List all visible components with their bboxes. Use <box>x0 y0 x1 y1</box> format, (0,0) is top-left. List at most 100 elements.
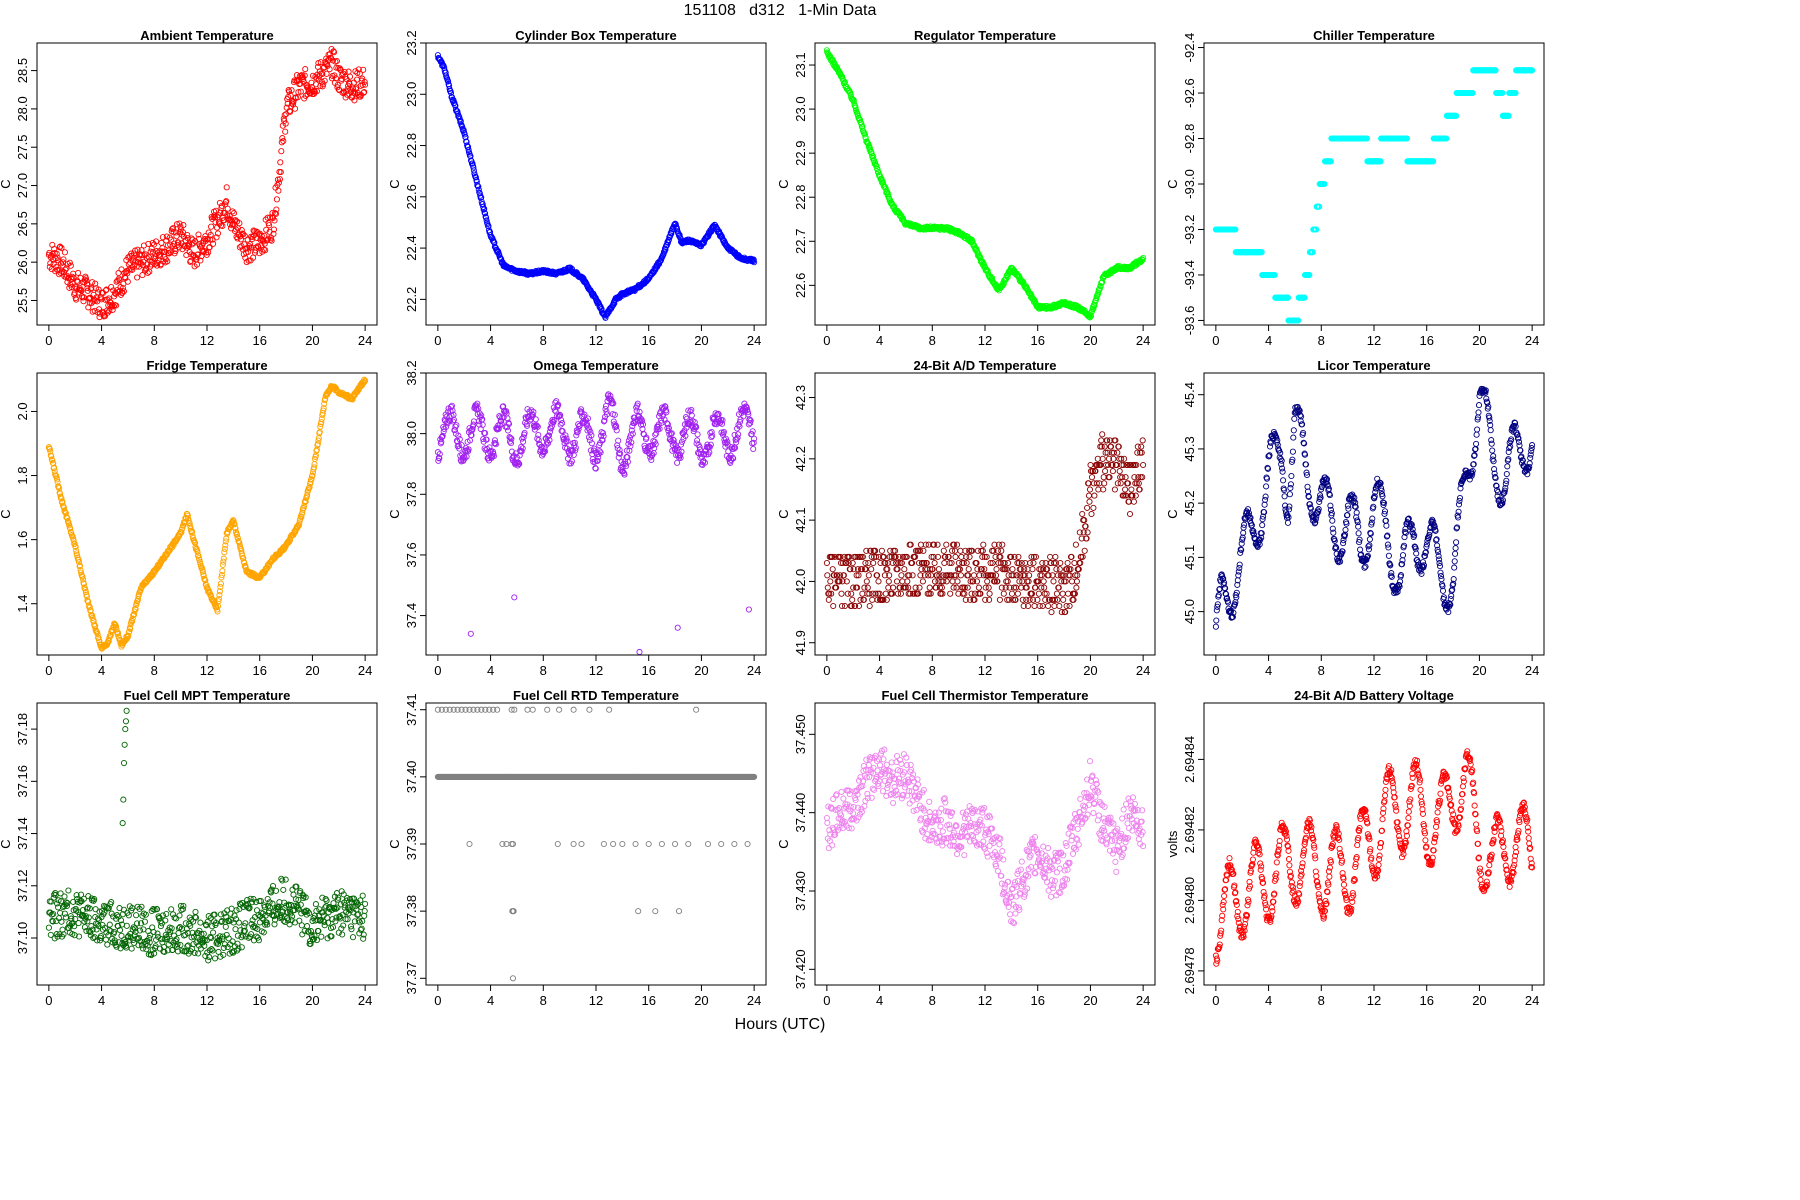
data-point <box>989 559 996 567</box>
data-point <box>98 296 105 303</box>
data-point <box>58 499 66 506</box>
y-tick-label: 26.0 <box>15 250 30 275</box>
data-point <box>724 438 731 445</box>
y-tick-label: 22.9 <box>793 141 808 166</box>
data-point <box>273 206 280 213</box>
data-point <box>82 589 89 596</box>
data-point <box>1017 566 1024 573</box>
data-point <box>993 566 1000 573</box>
data-point <box>1277 449 1284 457</box>
data-point <box>108 283 115 291</box>
y-tick-label: -92.6 <box>1182 78 1197 108</box>
data-point <box>670 437 677 444</box>
data-point <box>1301 440 1308 447</box>
data-point <box>346 73 354 80</box>
data-point <box>148 261 155 268</box>
data-point <box>1305 493 1312 500</box>
data-point <box>1012 596 1019 603</box>
data-point <box>1038 572 1045 579</box>
data-point <box>530 408 537 415</box>
data-point <box>1131 474 1138 481</box>
data-point <box>1126 510 1134 518</box>
data-point <box>874 165 881 173</box>
data-point <box>450 416 457 423</box>
data-point <box>125 632 132 639</box>
data-point <box>1314 510 1321 517</box>
data-point <box>838 590 845 597</box>
y-tick-label: 37.6 <box>404 542 419 567</box>
data-point <box>927 566 934 573</box>
data-point <box>1327 158 1334 165</box>
data-point <box>980 261 987 268</box>
data-point <box>892 547 899 554</box>
data-point <box>1312 516 1319 523</box>
data-point <box>115 269 122 277</box>
data-point <box>597 449 604 456</box>
data-point <box>1291 415 1298 422</box>
data-point <box>1025 578 1032 585</box>
data-point <box>1430 158 1437 165</box>
data-point <box>541 444 548 451</box>
y-tick-label: -93.6 <box>1182 306 1197 336</box>
data-point <box>1138 449 1145 456</box>
data-point <box>440 428 447 435</box>
data-point <box>999 541 1006 548</box>
data-point <box>588 440 595 447</box>
data-point <box>936 572 943 579</box>
data-point <box>852 553 859 560</box>
data-point <box>504 427 512 434</box>
y-tick-label: 42.0 <box>793 569 808 594</box>
data-point <box>1223 591 1230 598</box>
data-point <box>445 78 452 85</box>
data-point <box>836 572 844 579</box>
data-point <box>220 555 227 562</box>
data-point <box>963 553 970 560</box>
data-point <box>894 590 902 597</box>
data-point <box>965 566 972 573</box>
data-point <box>80 298 87 305</box>
data-point <box>615 437 622 444</box>
data-point <box>862 559 869 567</box>
data-point <box>461 455 468 462</box>
data-point <box>1056 602 1063 610</box>
data-point <box>839 578 846 585</box>
x-tick-label: 20 <box>1083 663 1097 678</box>
data-point <box>1232 226 1239 233</box>
data-point <box>113 626 120 633</box>
data-point <box>300 75 307 83</box>
data-point <box>67 525 74 532</box>
data-point <box>884 566 891 573</box>
data-point <box>619 468 627 475</box>
data-point <box>1015 553 1022 560</box>
data-point <box>599 436 606 443</box>
data-point <box>687 408 694 415</box>
data-point <box>116 277 123 284</box>
data-point <box>865 572 872 579</box>
data-point <box>1036 602 1043 610</box>
data-point <box>935 566 942 573</box>
data-point <box>868 553 875 560</box>
y-axis-label: C <box>387 509 402 518</box>
x-tick-label: 12 <box>200 333 214 348</box>
data-point <box>1505 112 1512 119</box>
data-point <box>1039 559 1046 567</box>
data-point <box>861 131 868 138</box>
data-point <box>57 269 64 276</box>
data-point <box>229 208 236 215</box>
data-point <box>1040 566 1047 573</box>
data-point <box>292 94 299 101</box>
data-point <box>1316 203 1323 210</box>
data-point <box>170 229 177 236</box>
data-point <box>195 552 202 559</box>
data-point <box>1032 584 1039 591</box>
data-point <box>1084 504 1091 511</box>
data-point <box>1049 596 1057 603</box>
data-point <box>1086 498 1093 505</box>
data-point <box>72 543 79 550</box>
data-point <box>1068 553 1075 560</box>
data-point <box>1315 508 1322 515</box>
data-point <box>1056 566 1063 573</box>
data-point <box>668 430 675 437</box>
